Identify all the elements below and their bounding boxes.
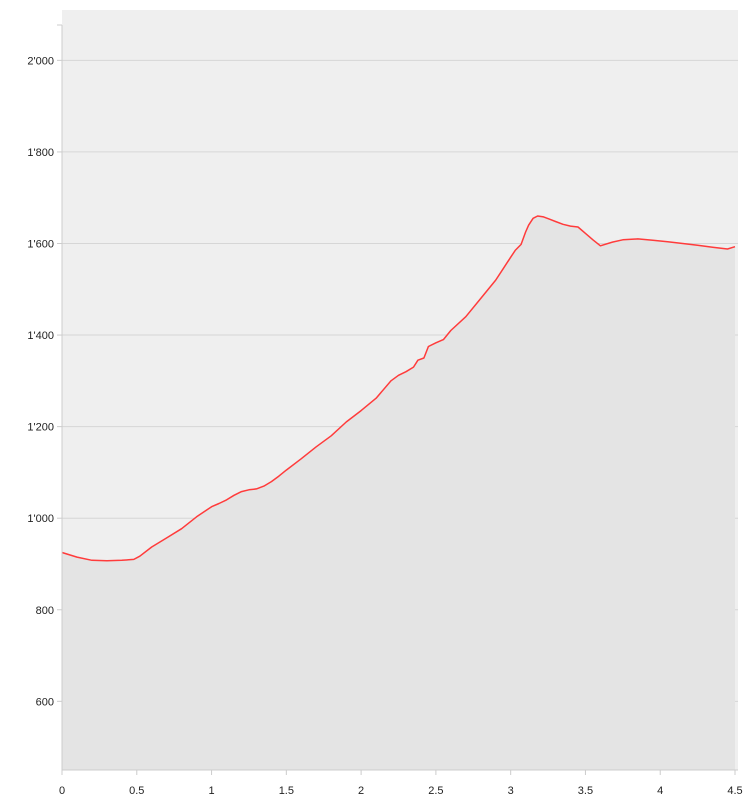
y-tick-label-800: 800 (36, 605, 54, 617)
x-tick-label-0: 0 (59, 785, 65, 797)
x-tick-label-4.5: 4.5 (727, 785, 742, 797)
elevation-area (62, 216, 735, 770)
y-tick-label-1'800: 1'800 (27, 147, 54, 159)
y-tick-label-1'600: 1'600 (27, 238, 54, 250)
y-tick-label-600: 600 (36, 696, 54, 708)
x-tick-label-1: 1 (208, 785, 214, 797)
axes (57, 24, 738, 775)
x-tick-label-2.5: 2.5 (428, 785, 443, 797)
y-tick-label-1'200: 1'200 (27, 422, 54, 434)
x-tick-label-1.5: 1.5 (279, 785, 294, 797)
x-tick-label-4: 4 (657, 785, 663, 797)
x-tick-label-3: 3 (508, 785, 514, 797)
x-tick-label-2: 2 (358, 785, 364, 797)
area-layer (61, 215, 736, 770)
x-tick-label-0.5: 0.5 (129, 785, 144, 797)
y-tick-label-1'000: 1'000 (27, 513, 54, 525)
y-tick-label-1'400: 1'400 (27, 330, 54, 342)
tick-labels: 600 800 1'000 1'200 1'400 1'600 1'800 2'000 0 0.5… (27, 55, 742, 797)
elevation-line (61, 215, 736, 562)
x-tick-label-3.5: 3.5 (578, 785, 593, 797)
y-tick-label-2'000: 2'000 (27, 55, 54, 67)
